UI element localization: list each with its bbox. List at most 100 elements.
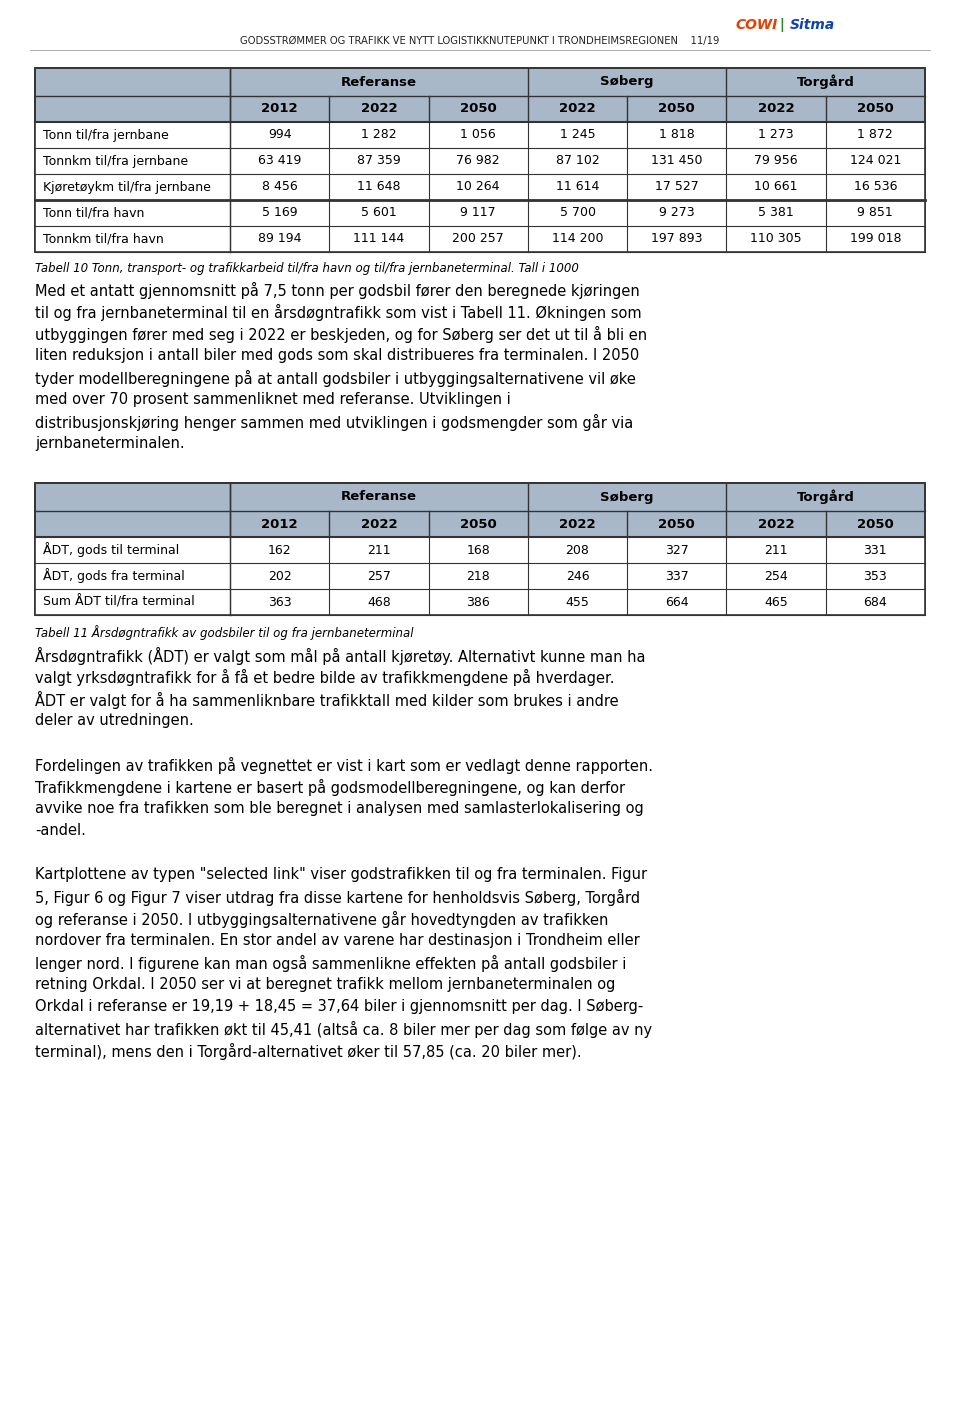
Text: 1 273: 1 273: [758, 128, 794, 142]
Text: til og fra jernbaneterminal til en årsdøgntrafikk som vist i Tabell 11. Økningen: til og fra jernbaneterminal til en årsdø…: [35, 303, 641, 320]
Text: 2022: 2022: [361, 103, 397, 115]
Text: liten reduksjon i antall biler med gods som skal distribueres fra terminalen. I : liten reduksjon i antall biler med gods …: [35, 348, 639, 362]
Text: 353: 353: [863, 569, 887, 583]
Text: Trafikkmengdene i kartene er basert på godsmodellberegningene, og kan derfor: Trafikkmengdene i kartene er basert på g…: [35, 778, 625, 797]
Text: 664: 664: [665, 596, 688, 608]
Bar: [35, 174, 925, 200]
Bar: [35, 67, 925, 251]
Text: 254: 254: [764, 569, 788, 583]
Text: 2022: 2022: [361, 517, 397, 531]
Bar: [35, 148, 925, 174]
Text: Sum ÅDT til/fra terminal: Sum ÅDT til/fra terminal: [43, 596, 195, 608]
Text: 994: 994: [268, 128, 292, 142]
Text: 162: 162: [268, 544, 292, 556]
Text: 5, Figur 6 og Figur 7 viser utdrag fra disse kartene for henholdsvis Søberg, Tor: 5, Figur 6 og Figur 7 viser utdrag fra d…: [35, 889, 640, 906]
Text: tyder modellberegningene på at antall godsbiler i utbyggingsalternativene vil øk: tyder modellberegningene på at antall go…: [35, 370, 636, 386]
Text: 2022: 2022: [559, 517, 596, 531]
Text: 246: 246: [565, 569, 589, 583]
Text: 2050: 2050: [857, 103, 894, 115]
Text: 131 450: 131 450: [651, 155, 703, 167]
Text: Torgård: Torgård: [797, 74, 854, 90]
Text: terminal), mens den i Torgård-alternativet øker til 57,85 (ca. 20 biler mer).: terminal), mens den i Torgård-alternativ…: [35, 1043, 582, 1059]
Text: 76 982: 76 982: [456, 155, 500, 167]
Text: Søberg: Søberg: [600, 490, 654, 503]
Text: og referanse i 2050. I utbyggingsalternativene går hovedtyngden av trafikken: og referanse i 2050. I utbyggingsalterna…: [35, 910, 609, 929]
Text: 2050: 2050: [857, 517, 894, 531]
Text: distribusjonskjøring henger sammen med utviklingen i godsmengder som går via: distribusjonskjøring henger sammen med u…: [35, 414, 634, 431]
Text: retning Orkdal. I 2050 ser vi at beregnet trafikk mellom jernbaneterminalen og: retning Orkdal. I 2050 ser vi at beregne…: [35, 976, 615, 992]
Text: lenger nord. I figurene kan man også sammenlikne effekten på antall godsbiler i: lenger nord. I figurene kan man også sam…: [35, 955, 626, 972]
Text: Torgård: Torgård: [797, 490, 854, 504]
Text: 2050: 2050: [460, 103, 496, 115]
Text: 5 601: 5 601: [361, 207, 396, 219]
Text: med over 70 prosent sammenliknet med referanse. Utviklingen i: med over 70 prosent sammenliknet med ref…: [35, 392, 511, 407]
Text: 2022: 2022: [559, 103, 596, 115]
Bar: [35, 483, 925, 615]
Text: 331: 331: [864, 544, 887, 556]
Text: 2022: 2022: [757, 103, 794, 115]
Text: 11 614: 11 614: [556, 180, 599, 194]
Bar: [35, 589, 925, 615]
Text: Sitma: Sitma: [790, 18, 835, 32]
Text: alternativet har trafikken økt til 45,41 (altså ca. 8 biler mer per dag som følg: alternativet har trafikken økt til 45,41…: [35, 1021, 652, 1038]
Text: -andel.: -andel.: [35, 823, 85, 837]
Text: 199 018: 199 018: [850, 232, 901, 246]
Text: Kjøretøykm til/fra jernbane: Kjøretøykm til/fra jernbane: [43, 180, 211, 194]
Text: 2050: 2050: [460, 517, 496, 531]
Text: 1 245: 1 245: [560, 128, 595, 142]
Text: 9 117: 9 117: [461, 207, 496, 219]
Text: 2022: 2022: [757, 517, 794, 531]
Text: 168: 168: [467, 544, 491, 556]
Text: 200 257: 200 257: [452, 232, 504, 246]
Text: 197 893: 197 893: [651, 232, 703, 246]
Text: Referanse: Referanse: [341, 76, 417, 89]
Text: Årsdøgntrafikk (ÅDT) er valgt som mål på antall kjøretøy. Alternativt kunne man : Årsdøgntrafikk (ÅDT) er valgt som mål på…: [35, 646, 645, 665]
Text: 257: 257: [367, 569, 391, 583]
Text: utbyggingen fører med seg i 2022 er beskjeden, og for Søberg ser det ut til å bl: utbyggingen fører med seg i 2022 er besk…: [35, 326, 647, 343]
Text: 89 194: 89 194: [258, 232, 301, 246]
Text: 465: 465: [764, 596, 788, 608]
Text: 9 851: 9 851: [857, 207, 893, 219]
Text: Kartplottene av typen "selected link" viser godstrafikken til og fra terminalen.: Kartplottene av typen "selected link" vi…: [35, 867, 647, 882]
Text: Tabell 10 Tonn, transport- og trafikkarbeid til/fra havn og til/fra jernbaneterm: Tabell 10 Tonn, transport- og trafikkarb…: [35, 261, 579, 275]
Text: 5 169: 5 169: [262, 207, 298, 219]
Text: 8 456: 8 456: [262, 180, 298, 194]
Bar: [35, 563, 925, 589]
Text: 202: 202: [268, 569, 292, 583]
Text: 2050: 2050: [659, 103, 695, 115]
Text: 1 056: 1 056: [461, 128, 496, 142]
Text: 1 818: 1 818: [659, 128, 695, 142]
Text: 79 956: 79 956: [755, 155, 798, 167]
Text: 87 359: 87 359: [357, 155, 401, 167]
Text: Tonn til/fra havn: Tonn til/fra havn: [43, 207, 144, 219]
Text: deler av utredningen.: deler av utredningen.: [35, 712, 194, 728]
Bar: [35, 200, 925, 226]
Text: Tonn til/fra jernbane: Tonn til/fra jernbane: [43, 128, 169, 142]
Text: 114 200: 114 200: [552, 232, 603, 246]
Bar: [35, 67, 925, 251]
Text: 1 282: 1 282: [361, 128, 396, 142]
Text: 386: 386: [467, 596, 491, 608]
Text: 2012: 2012: [261, 103, 298, 115]
Text: 468: 468: [367, 596, 391, 608]
Text: ÅDT, gods til terminal: ÅDT, gods til terminal: [43, 542, 180, 558]
Text: avvike noe fra trafikken som ble beregnet i analysen med samlasterlokalisering o: avvike noe fra trafikken som ble beregne…: [35, 801, 644, 816]
Text: 124 021: 124 021: [850, 155, 901, 167]
Text: |: |: [775, 18, 785, 32]
Text: Med et antatt gjennomsnitt på 7,5 tonn per godsbil fører den beregnede kjøringen: Med et antatt gjennomsnitt på 7,5 tonn p…: [35, 282, 639, 299]
Text: Tonnkm til/fra jernbane: Tonnkm til/fra jernbane: [43, 155, 188, 167]
Text: GODSSTRØMMER OG TRAFIKK VE NYTT LOGISTIKKNUTEPUNKT I TRONDHEIMSREGIONEN    11/19: GODSSTRØMMER OG TRAFIKK VE NYTT LOGISTIK…: [240, 37, 720, 46]
Text: Søberg: Søberg: [600, 76, 654, 89]
Bar: [35, 226, 925, 251]
Text: 87 102: 87 102: [556, 155, 599, 167]
Bar: [35, 122, 925, 148]
Text: 327: 327: [665, 544, 688, 556]
Text: 2012: 2012: [261, 517, 298, 531]
Text: 5 381: 5 381: [758, 207, 794, 219]
Text: 9 273: 9 273: [659, 207, 695, 219]
Text: 17 527: 17 527: [655, 180, 699, 194]
Text: 5 700: 5 700: [560, 207, 595, 219]
Text: valgt yrksdøgntrafikk for å få et bedre bilde av trafikkmengdene på hverdager.: valgt yrksdøgntrafikk for å få et bedre …: [35, 669, 614, 686]
Text: 10 661: 10 661: [755, 180, 798, 194]
Text: 63 419: 63 419: [258, 155, 301, 167]
